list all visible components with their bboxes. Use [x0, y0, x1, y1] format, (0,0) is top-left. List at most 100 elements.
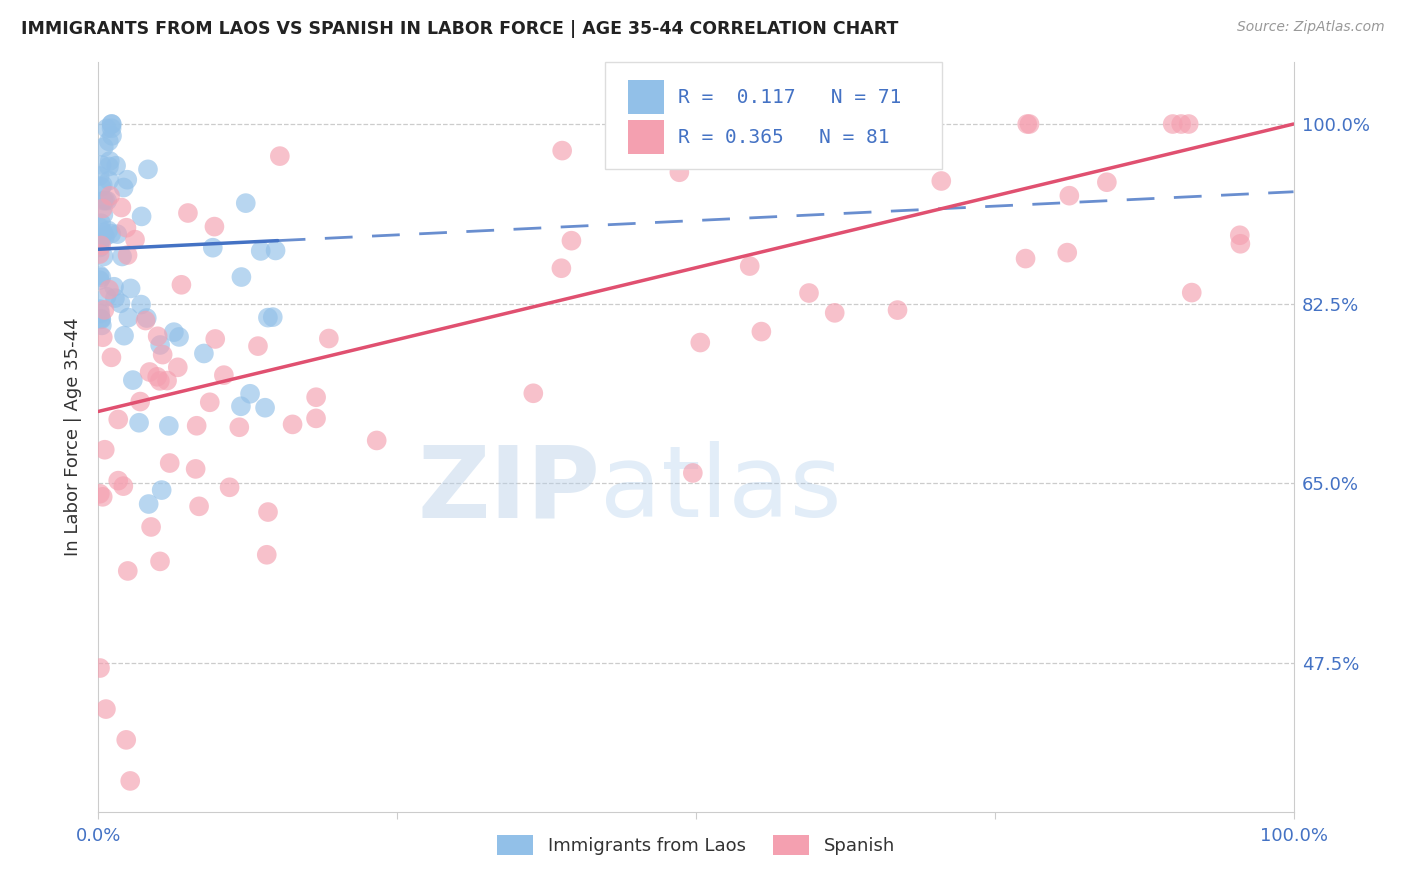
Point — [146, 329, 169, 343]
Point — [135, 313, 157, 327]
Point — [188, 500, 211, 514]
Point — [184, 462, 207, 476]
Point — [91, 330, 114, 344]
Text: R =  0.117   N = 71: R = 0.117 N = 71 — [678, 87, 901, 107]
Point — [115, 732, 138, 747]
Point — [231, 270, 253, 285]
Point — [89, 268, 111, 283]
Point — [97, 223, 120, 237]
Point — [193, 346, 215, 360]
Point — [201, 241, 224, 255]
Point — [98, 283, 121, 297]
Point — [120, 281, 142, 295]
Point — [157, 418, 180, 433]
Point — [254, 401, 277, 415]
Point — [249, 244, 271, 258]
Text: R = 0.365   N = 81: R = 0.365 N = 81 — [678, 128, 889, 147]
Point — [129, 394, 152, 409]
Point — [682, 466, 704, 480]
Point — [159, 456, 181, 470]
Point — [156, 374, 179, 388]
Point — [929, 174, 952, 188]
Point — [105, 159, 128, 173]
Point — [170, 277, 193, 292]
Point — [136, 162, 159, 177]
Point — [112, 180, 135, 194]
Point — [149, 374, 172, 388]
Point — [101, 128, 124, 143]
Text: ZIP: ZIP — [418, 441, 600, 538]
Point — [93, 208, 115, 222]
Point — [91, 202, 114, 216]
Point — [107, 474, 129, 488]
Point — [115, 220, 138, 235]
Point — [96, 121, 118, 136]
Point — [94, 442, 117, 457]
Point — [212, 368, 235, 383]
Point — [90, 318, 112, 333]
Point — [138, 365, 160, 379]
Point — [89, 487, 111, 501]
Point — [1177, 117, 1199, 131]
Point — [668, 165, 690, 179]
Point — [100, 121, 122, 136]
Point — [149, 554, 172, 568]
Point — [824, 306, 846, 320]
Point — [262, 310, 284, 325]
Point — [98, 173, 121, 187]
Point — [366, 434, 388, 448]
Point — [626, 123, 648, 137]
Point — [117, 310, 139, 325]
Text: Source: ZipAtlas.com: Source: ZipAtlas.com — [1237, 20, 1385, 34]
Point — [90, 238, 112, 252]
Point — [146, 369, 169, 384]
Point — [90, 232, 112, 246]
Point — [91, 490, 114, 504]
Point — [218, 480, 240, 494]
Point — [204, 219, 226, 234]
Point — [689, 335, 711, 350]
Point — [269, 149, 291, 163]
Point — [97, 134, 120, 148]
Point — [94, 229, 117, 244]
Point — [318, 331, 340, 345]
Point — [1018, 117, 1040, 131]
Point — [124, 233, 146, 247]
Point — [129, 297, 152, 311]
Point — [89, 220, 111, 235]
Point — [177, 206, 200, 220]
Point — [100, 117, 122, 131]
Point — [117, 248, 139, 262]
Point — [1229, 228, 1251, 243]
Point — [93, 194, 115, 208]
Point — [131, 210, 153, 224]
Point — [89, 306, 111, 320]
Point — [886, 303, 908, 318]
Point — [89, 302, 111, 317]
Legend: Immigrants from Laos, Spanish: Immigrants from Laos, Spanish — [491, 828, 901, 863]
Point — [560, 234, 582, 248]
Point — [90, 158, 112, 172]
Point — [103, 279, 125, 293]
Point — [97, 160, 120, 174]
Point — [149, 338, 172, 352]
Point — [93, 140, 115, 154]
Point — [198, 395, 221, 409]
Y-axis label: In Labor Force | Age 35-44: In Labor Force | Age 35-44 — [65, 318, 83, 557]
Point — [522, 386, 544, 401]
Point — [94, 702, 117, 716]
Point — [229, 399, 252, 413]
Point — [1059, 188, 1081, 202]
Point — [121, 373, 143, 387]
Point — [1014, 252, 1036, 266]
Point — [281, 417, 304, 432]
Point — [89, 247, 111, 261]
Point — [228, 420, 250, 434]
Point — [1170, 117, 1192, 131]
Point — [104, 291, 127, 305]
Point — [264, 244, 287, 258]
Point — [89, 240, 111, 254]
Point — [550, 261, 572, 276]
Point — [257, 310, 280, 325]
Point — [152, 348, 174, 362]
